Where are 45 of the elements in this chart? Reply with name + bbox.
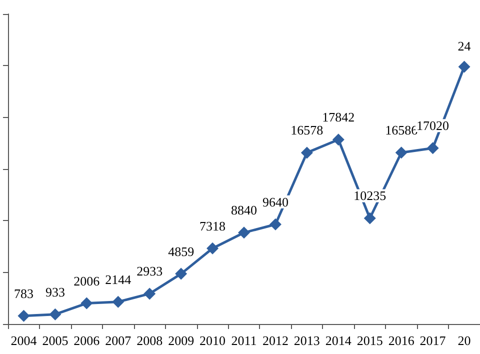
x-tick-label: 2007 <box>105 333 132 348</box>
point <box>49 308 62 320</box>
data-label: 2006 <box>74 273 100 288</box>
x-tick-label: 2008 <box>136 333 163 348</box>
point <box>364 212 376 224</box>
point <box>112 296 124 308</box>
data-label: 10235 <box>354 188 386 204</box>
annotation: 24 <box>458 38 472 54</box>
data-label: 17020 <box>416 118 450 134</box>
data-label: 16586 <box>385 122 418 138</box>
x-tick-label: 2010 <box>200 333 226 348</box>
x-tick-label: 20 <box>458 333 471 348</box>
data-label: 2933 <box>136 264 163 279</box>
x-tick-label: 2015 <box>356 333 383 348</box>
x-tick-label: 2009 <box>168 333 194 348</box>
x-tick-label: 2004 <box>10 333 38 348</box>
x-tick-label: 2011 <box>231 333 257 348</box>
point <box>18 310 30 322</box>
point <box>175 268 188 280</box>
point <box>332 134 344 146</box>
x-tick-label: 2014 <box>325 333 352 348</box>
x-tick-label: 2017 <box>420 333 446 348</box>
x-tick-label: 2012 <box>262 333 288 348</box>
data-label: 2144 <box>105 272 132 287</box>
x-tick-label: 2016 <box>388 333 415 348</box>
x-tick-label: 2006 <box>74 333 100 348</box>
data-label: 9640 <box>262 194 288 210</box>
point <box>426 142 439 154</box>
x-tick-label: 2005 <box>42 333 68 348</box>
point <box>269 218 282 230</box>
point <box>206 242 219 254</box>
data-label: 933 <box>45 284 65 300</box>
data-label: 7318 <box>200 218 226 234</box>
data-label: 4859 <box>168 244 194 259</box>
x-tick-label: 2013 <box>294 333 320 348</box>
data-label: 17842 <box>322 110 355 125</box>
point <box>80 297 93 310</box>
data-label: 783 <box>14 286 34 301</box>
point <box>144 288 156 300</box>
data-label: 8840 <box>231 202 257 218</box>
data-label: 16578 <box>290 122 324 138</box>
point <box>395 146 408 159</box>
point <box>238 226 250 239</box>
point <box>300 146 313 159</box>
point <box>458 60 470 73</box>
